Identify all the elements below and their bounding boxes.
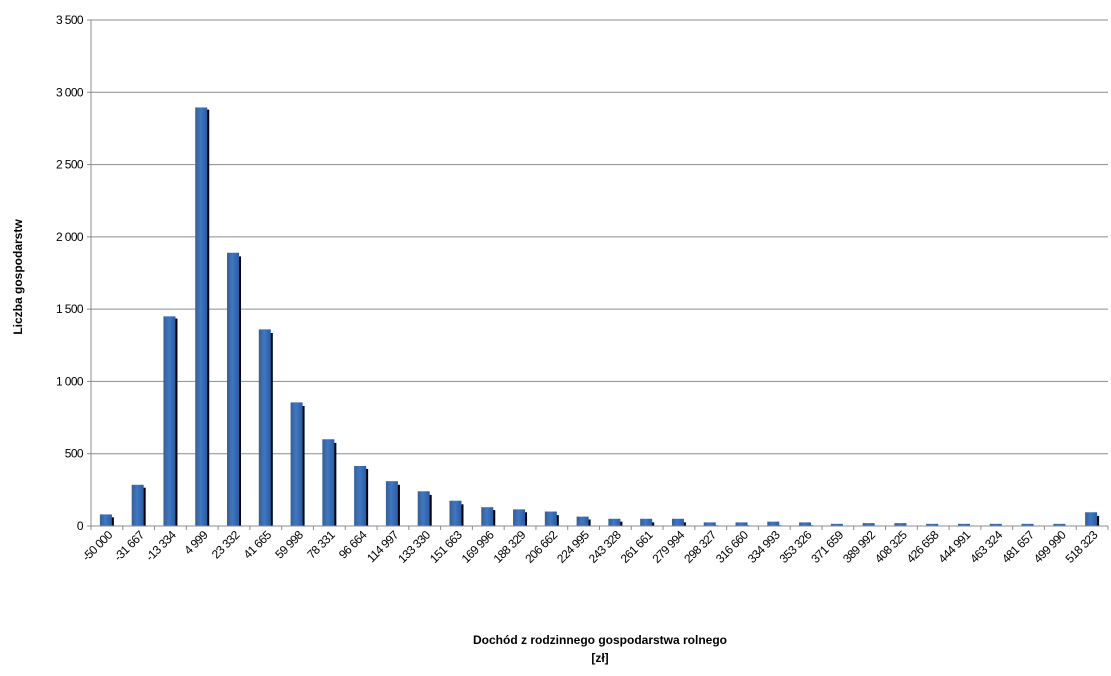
bar-series1 bbox=[449, 500, 462, 526]
bar-series1 bbox=[1021, 523, 1034, 526]
x-tick-label: -13 334 bbox=[143, 528, 179, 564]
bar-series1 bbox=[417, 491, 430, 526]
x-tick-label: 243 328 bbox=[586, 528, 624, 566]
bar-series1 bbox=[767, 521, 780, 526]
x-tick-label: 518 323 bbox=[1063, 528, 1101, 566]
bar-series1 bbox=[544, 511, 557, 526]
tick-labels: 0 500 1 000 1 500 2 000 2 500 3 000 3 500 -50 00… bbox=[56, 13, 1101, 566]
x-tick-label: 23 332 bbox=[209, 528, 243, 562]
x-tick-label: 371 659 bbox=[808, 528, 846, 566]
bar-series1 bbox=[671, 518, 684, 526]
x-tick-label: 188 329 bbox=[491, 528, 529, 566]
x-tick-label: 41 665 bbox=[241, 528, 275, 562]
x-tick-label: 151 663 bbox=[427, 528, 465, 566]
y-tick-label: 1 000 bbox=[56, 374, 84, 388]
x-tick-label: 78 331 bbox=[304, 528, 338, 562]
x-tick-label: 261 661 bbox=[618, 528, 656, 566]
bar-series1 bbox=[385, 481, 398, 526]
x-tick-label: 169 996 bbox=[459, 528, 497, 566]
y-tick-label: 1 500 bbox=[56, 302, 84, 316]
bar-series1 bbox=[735, 522, 748, 526]
y-tick-label: 3 500 bbox=[56, 13, 84, 27]
bar-series1 bbox=[862, 523, 875, 526]
x-tick-label: 133 330 bbox=[395, 528, 433, 566]
bar-series1 bbox=[163, 316, 176, 526]
x-tick-label: -31 667 bbox=[111, 528, 147, 564]
x-tick-label: 408 325 bbox=[872, 528, 910, 566]
x-tick-label: 224 995 bbox=[554, 528, 592, 566]
bar-series1 bbox=[640, 518, 653, 526]
bar-series1 bbox=[290, 402, 303, 526]
y-tick-label: 2 000 bbox=[56, 230, 84, 244]
bar-series1 bbox=[576, 516, 589, 526]
bar-series1 bbox=[99, 514, 112, 526]
x-tick-label: 114 997 bbox=[364, 528, 402, 566]
x-tick-label: 279 994 bbox=[649, 528, 687, 566]
y-axis-title: Liczba gospodarstw bbox=[11, 219, 25, 335]
x-axis-title-line1: Dochód z rodzinnego gospodarstwa rolnego bbox=[473, 633, 727, 647]
bar-series1 bbox=[354, 466, 367, 526]
bars bbox=[99, 107, 1100, 527]
bar-series1 bbox=[608, 518, 621, 526]
bar-series1 bbox=[799, 522, 812, 526]
x-tick-label: 481 657 bbox=[999, 528, 1037, 566]
x-tick-label: 298 327 bbox=[681, 528, 719, 566]
x-tick-label: 59 998 bbox=[272, 528, 306, 562]
x-tick-label: 316 660 bbox=[713, 528, 751, 566]
bar-series1 bbox=[195, 107, 208, 527]
bar-series1 bbox=[926, 523, 939, 526]
bar-series1 bbox=[703, 522, 716, 526]
bar-series1 bbox=[513, 509, 526, 526]
x-tick-label: 444 991 bbox=[935, 528, 973, 566]
x-tick-label: 4 999 bbox=[181, 528, 211, 558]
bar-series1 bbox=[830, 523, 843, 526]
bar-series1 bbox=[894, 523, 907, 526]
y-tick-label: 500 bbox=[65, 447, 84, 461]
bar-series1 bbox=[131, 484, 144, 526]
bar-series1 bbox=[481, 507, 494, 526]
x-axis-title-line2: [zł] bbox=[591, 651, 608, 665]
axes bbox=[90, 20, 1109, 530]
y-tick-label: 2 500 bbox=[56, 158, 84, 172]
y-tick-label: 3 000 bbox=[56, 85, 84, 99]
x-tick-label: 389 992 bbox=[840, 528, 878, 566]
bar-series1 bbox=[227, 252, 240, 526]
bar-series1 bbox=[989, 523, 1002, 526]
bar-series1 bbox=[1053, 523, 1066, 526]
y-tick-label: 0 bbox=[77, 519, 84, 533]
x-tick-label: 499 990 bbox=[1031, 528, 1069, 566]
x-tick-label: 463 324 bbox=[967, 528, 1005, 566]
bar-series1 bbox=[322, 439, 335, 526]
bar-series1 bbox=[258, 329, 271, 526]
x-tick-label: 334 993 bbox=[745, 528, 783, 566]
x-tick-label: 206 662 bbox=[522, 528, 560, 566]
x-tick-label: 353 326 bbox=[777, 528, 815, 566]
bar-series1 bbox=[1085, 512, 1098, 526]
x-tick-label: -50 000 bbox=[79, 528, 115, 564]
x-tick-label: 426 658 bbox=[904, 528, 942, 566]
bar-series1 bbox=[957, 523, 970, 526]
